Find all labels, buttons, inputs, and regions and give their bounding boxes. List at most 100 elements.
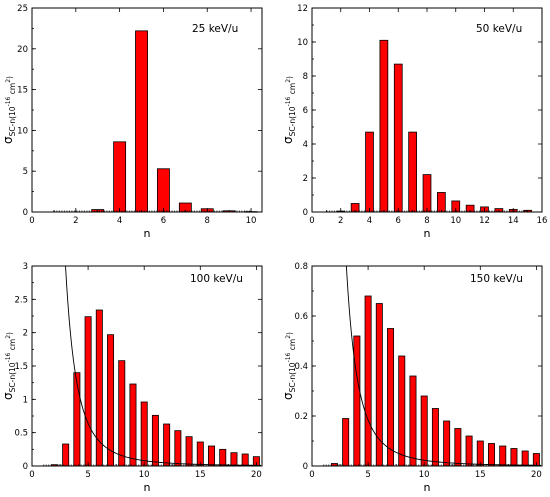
y-axis-label-part: σ [281,392,295,400]
y-axis-label-part: SC-n [288,375,297,393]
bar-n-9 [437,192,446,213]
y-tick-label: 15 [17,86,28,96]
bar-n-8 [422,174,432,213]
x-axis-label: n [144,227,151,240]
energy-label: 25 keV/u [192,23,238,35]
y-tick-label: 0 [23,462,28,472]
x-tick-label: 0 [309,470,314,480]
x-axis-label: n [424,481,431,494]
y-tick-label: 1 [23,395,28,405]
bar-n-16 [488,443,495,467]
y-axis-label: σSC-n(10-16 cm2) [281,332,297,400]
bar-n-13 [454,428,462,467]
x-tick-label: 0 [29,470,34,480]
x-tick-label: 8 [424,216,429,226]
y-tick-label: 0 [303,208,308,218]
y-axis-label-part: ) [5,76,14,79]
y-axis-label-part: -16 [285,352,292,362]
y-tick-label: 3 [23,262,28,272]
x-tick-label: 12 [479,216,490,226]
x-tick-label: 5 [365,470,370,480]
bar-n-13 [174,430,182,467]
bar-n-11 [431,408,439,467]
y-axis-label-part: 2 [285,79,292,83]
y-tick-label: 0.2 [294,412,308,422]
bar-n-18 [230,452,238,467]
y-axis-label-part: σ [1,392,15,400]
bar-n-5 [379,39,389,213]
bar-n-16 [208,445,215,467]
energy-label: 100 keV/u [190,273,243,285]
y-axis-label-part: (10 [288,106,297,119]
x-tick-label: 0 [29,216,34,226]
bar-n-17 [219,448,227,467]
x-tick-label: 2 [338,216,343,226]
y-axis-label-part: SC-n [288,119,297,137]
bar-n-10 [420,395,428,467]
x-axis-label: n [144,481,151,494]
y-tick-label: 10 [297,38,308,48]
bar-n-5 [84,316,92,467]
bar-n-12 [443,420,451,467]
y-axis-label-part: 2 [5,335,12,339]
y-tick-label: 2 [23,329,28,339]
x-tick-label: 6 [396,216,401,226]
bar-n-18 [510,448,518,467]
y-tick-label: 20 [17,45,28,55]
y-tick-label: 0.5 [14,429,28,439]
x-tick-label: 15 [195,470,206,480]
bar-n-3 [62,443,70,467]
y-axis-label-part: (10 [8,106,17,119]
x-axis-label: n [424,227,431,240]
bar-n-6 [393,63,403,213]
bar-n-9 [409,375,417,467]
y-axis-label-part: σ [281,136,295,144]
bar-n-8 [118,360,126,467]
y-tick-label: 2.5 [14,295,28,305]
y-axis-label-part: σ [1,136,15,144]
y-axis-label-part: 2 [5,79,12,83]
x-tick-label: 10 [419,470,430,480]
energy-label: 150 keV/u [470,273,523,285]
bar-n-6 [95,309,103,467]
y-axis-label-part: 2 [285,335,292,339]
bar-n-5 [135,30,148,213]
bar-n-6 [156,168,170,213]
x-tick-label: 20 [531,470,542,480]
y-tick-label: 10 [17,126,28,136]
y-axis-label-part: cm [288,339,297,353]
y-tick-label: 0 [23,208,28,218]
y-tick-label: 12 [297,4,308,14]
x-tick-label: 15 [475,470,486,480]
bar-n-8 [398,355,406,467]
bar-n-4 [365,131,374,213]
y-axis-label-part: ) [5,332,14,335]
y-axis-label-part: (10 [288,362,297,375]
bar-n-14 [185,436,193,467]
y-axis-label-part: (10 [8,362,17,375]
y-tick-label: 0.8 [294,262,308,272]
bar-n-17 [499,445,507,467]
bar-n-11 [151,414,159,467]
y-axis-label-part: ) [285,332,294,335]
x-tick-label: 16 [537,216,548,226]
bar-n-14 [465,435,473,467]
bar-n-7 [387,328,395,467]
bar-n-5 [364,295,372,467]
y-tick-label: 0 [303,462,308,472]
x-tick-label: 10 [246,216,257,226]
bar-n-12 [163,423,171,467]
y-tick-label: 0.4 [294,362,308,372]
x-tick-label: 2 [73,216,78,226]
x-tick-label: 10 [139,470,150,480]
y-tick-label: 6 [303,106,308,116]
x-tick-label: 6 [161,216,166,226]
y-axis-label-part: cm [8,83,17,97]
bar-n-3 [342,418,350,467]
x-tick-label: 8 [205,216,210,226]
y-tick-label: 25 [17,4,28,14]
y-tick-label: 2 [303,174,308,184]
x-tick-label: 4 [117,216,122,226]
